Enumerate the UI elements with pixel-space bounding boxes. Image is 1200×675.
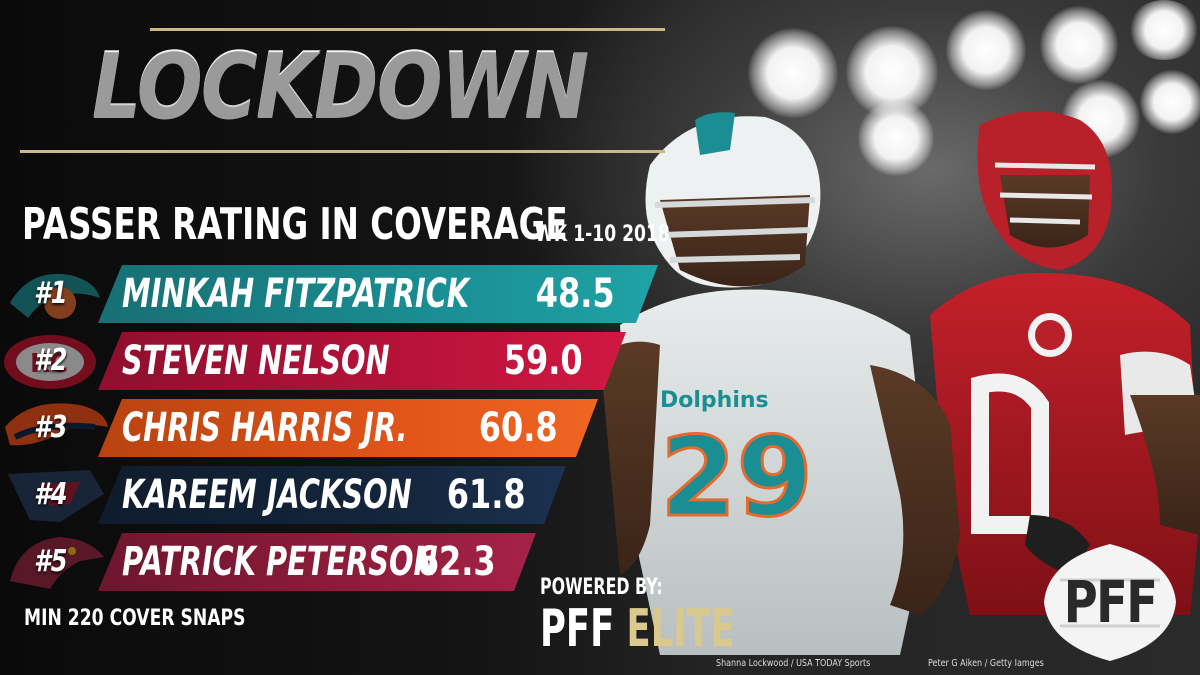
stadium-light [1040, 6, 1118, 84]
rank-label: #2 [34, 343, 68, 378]
rating-bar [98, 533, 536, 591]
stadium-light [1140, 70, 1200, 134]
svg-text:KC: KC [30, 349, 68, 379]
rating-value: 48.5 [536, 271, 615, 317]
rating-value: 62.3 [417, 539, 496, 585]
rating-value: 61.8 [447, 472, 526, 518]
rating-value: 60.8 [479, 405, 558, 451]
ranking-row: #1 MINKAH FITZPATRICK 48.5 [0, 265, 660, 323]
powered-by-label: POWERED BY: [540, 575, 663, 600]
stadium-light [748, 28, 838, 118]
period-label: WK 1-10 2018 [535, 222, 670, 247]
brand-pff: PFF [540, 599, 615, 659]
cardinals-logo-icon [10, 537, 104, 589]
rating-value: 59.0 [504, 338, 583, 384]
svg-text:Dolphins: Dolphins [660, 388, 769, 413]
football-shape-icon [1044, 544, 1176, 661]
player-name: MINKAH FITZPATRICK [122, 271, 470, 317]
dolphins-logo-icon [10, 273, 100, 319]
player-name: KAREEM JACKSON [122, 472, 412, 518]
rank-label: #1 [34, 276, 68, 311]
player-name: STEVEN NELSON [122, 338, 390, 384]
player-name: CHRIS HARRIS JR. [122, 405, 408, 451]
photo-credit: Peter G Aiken / Getty Iamges [928, 658, 1044, 669]
ranking-row: #3 CHRIS HARRIS JR. 60.8 [0, 399, 600, 457]
footnote: MIN 220 COVER SNAPS [24, 606, 246, 631]
chiefs-logo-icon: KC [4, 335, 96, 389]
graphic-title: LOCKDOWN [92, 30, 589, 142]
ranking-row: #5 PATRICK PETERSON 62.3 [0, 533, 538, 591]
pff-logo: PFF [1040, 540, 1180, 665]
stadium-light [1128, 0, 1200, 60]
rating-bar [98, 399, 598, 457]
rank-label: #3 [34, 410, 68, 445]
rank-label: #5 [34, 544, 68, 579]
texans-logo-icon [8, 470, 104, 522]
stadium-light [946, 10, 1026, 90]
graphic-subtitle: PASSER RATING IN COVERAGE [22, 199, 568, 250]
player-name: PATRICK PETERSON [122, 539, 438, 585]
rating-bar [98, 265, 658, 323]
stadium-light [858, 100, 934, 176]
pff-logo-text: PFF [1063, 568, 1158, 636]
ranking-row: #4 KAREEM JACKSON 61.8 [0, 466, 568, 524]
title-rule [20, 150, 665, 153]
rating-bar [98, 332, 626, 390]
pff-elite-brand: PFF ELITE [540, 600, 735, 658]
broncos-logo-icon [5, 403, 108, 446]
brand-elite: ELITE [626, 599, 735, 659]
top-rule [150, 28, 665, 31]
players-photo: Dolphins 29 [600, 111, 1200, 655]
svg-text:29: 29 [660, 413, 813, 541]
rank-label: #4 [34, 477, 68, 512]
rating-bar [98, 466, 566, 524]
ranking-row: KC #2 STEVEN NELSON 59.0 [0, 332, 628, 390]
photo-credit: Shanna Lockwood / USA TODAY Sports [716, 658, 871, 669]
